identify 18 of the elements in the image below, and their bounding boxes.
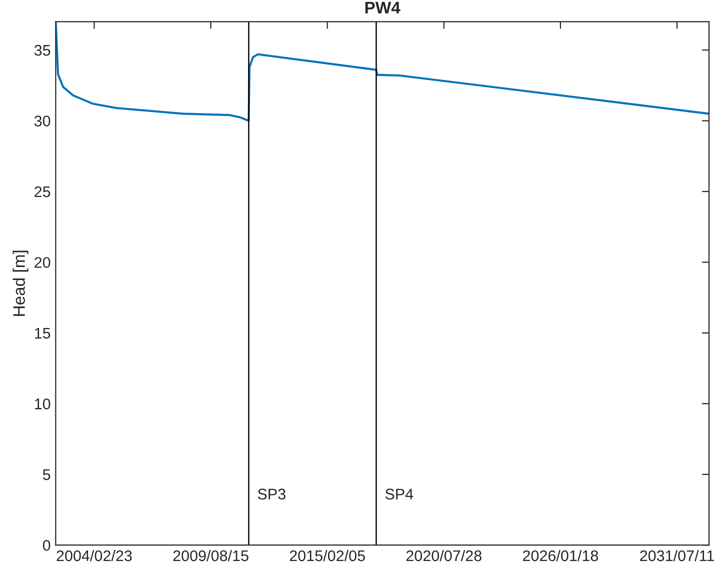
y-tick-label: 25: [34, 186, 50, 198]
x-tick-label: 2015/02/05: [290, 550, 365, 562]
y-tick-label: 35: [34, 44, 50, 56]
y-tick-label: 0: [42, 540, 50, 551]
y-tick-label: 20: [34, 257, 50, 268]
ref-line-label: SP4: [385, 488, 414, 500]
ref-line-label: SP3: [258, 488, 286, 500]
x-tick-label: 2020/07/28: [406, 550, 482, 562]
y-tick-label: 10: [35, 398, 50, 410]
chart-title: PW4: [365, 2, 400, 14]
x-tick-label: 2004/02/23: [56, 550, 132, 562]
y-tick-label: 30: [34, 116, 50, 126]
y-tick-label: 5: [42, 469, 50, 480]
y-axis-title: Head [m]: [12, 250, 28, 316]
x-tick-label: 2026/01/18: [522, 550, 598, 562]
x-tick-label: 2031/07/11: [640, 550, 714, 562]
x-tick-label: 2009/08/15: [173, 550, 248, 562]
y-tick-label: 15: [35, 328, 50, 339]
